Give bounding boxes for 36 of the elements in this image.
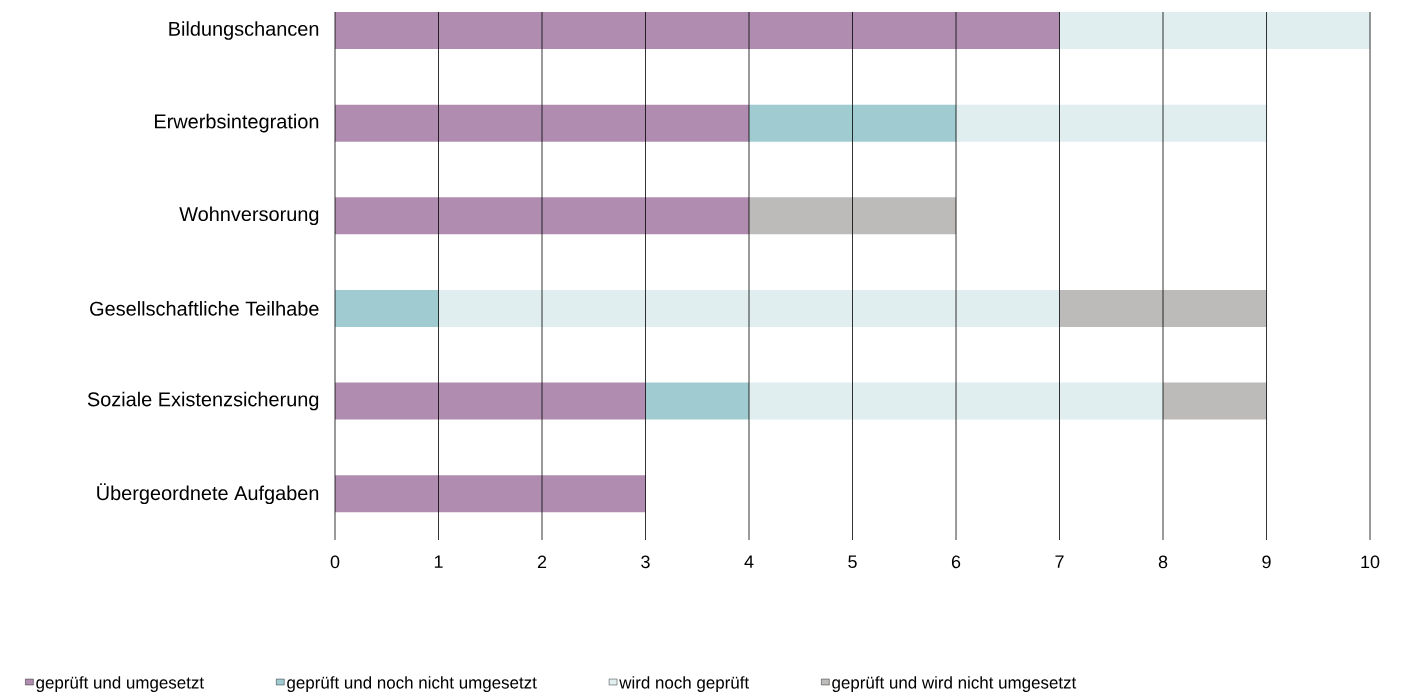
bar: [335, 12, 1060, 50]
bar: [956, 104, 1267, 142]
bar: [749, 197, 957, 235]
bar: [645, 382, 750, 420]
legend-label: geprüft und noch nicht umgesetzt: [287, 676, 537, 692]
bar: [749, 104, 957, 142]
bar: [335, 104, 750, 142]
x-tick-label: 2: [537, 555, 547, 569]
x-tick-label: 5: [848, 555, 857, 569]
y-tick-label: Soziale Existenzsicherung: [87, 391, 319, 411]
bar: [1059, 12, 1371, 50]
x-tick-label: 8: [1158, 555, 1168, 569]
x-tick-label: 10: [1361, 555, 1380, 569]
x-tick-label: 6: [951, 555, 961, 569]
x-tick-label: 9: [1262, 555, 1271, 569]
bar: [335, 382, 646, 420]
bar: [438, 289, 1060, 327]
y-tick-label: Bildungschancen: [169, 21, 319, 40]
x-tick-label: 0: [330, 555, 340, 569]
bar: [1059, 289, 1267, 327]
x-tick-label: 3: [641, 555, 650, 569]
bar: [335, 475, 646, 513]
bar: [1163, 382, 1267, 420]
x-tick-label: 1: [434, 555, 443, 568]
y-tick-label: Wohnversorung: [179, 206, 319, 226]
y-tick-label: Übergeordnete Aufgaben: [97, 483, 319, 505]
y-tick-label: Erwerbsintegration: [155, 113, 319, 133]
bar: [335, 197, 750, 235]
y-tick-label: Gesellschaftliche Teilhabe: [90, 301, 319, 316]
x-tick-label: 7: [1055, 555, 1064, 568]
legend-label: wird noch geprüft: [619, 676, 750, 692]
legend-label: geprüft und umgesetzt: [36, 676, 204, 692]
bar: [749, 382, 1164, 420]
bar: [335, 289, 439, 327]
legend-label: geprüft und wird nicht umgesetzt: [832, 676, 1077, 692]
x-tick-label: 4: [744, 555, 754, 568]
